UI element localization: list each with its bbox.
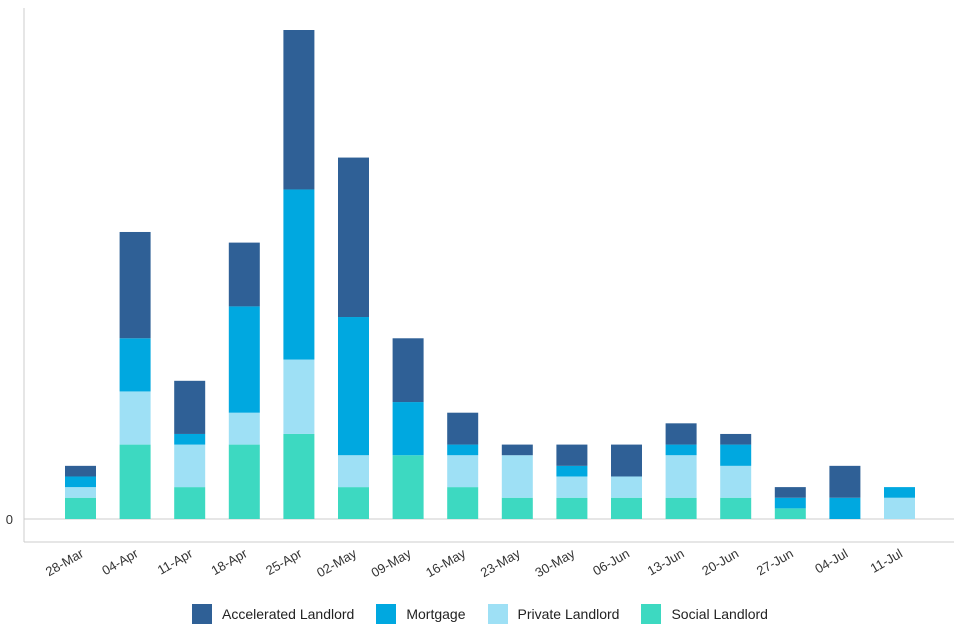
bar-mortgage-11-apr	[174, 433, 206, 445]
bar-mortgage-09-may	[392, 402, 424, 456]
bar-accelerated-landlord-06-jun	[611, 444, 642, 477]
bar-accelerated-landlord-02-may	[338, 157, 369, 318]
bar-social-landlord-06-jun	[611, 497, 642, 519]
bar-mortgage-04-jul	[829, 497, 861, 519]
x-tick-label: 18-Apr	[208, 545, 250, 578]
bar-social-landlord-16-may	[447, 487, 479, 519]
bar-private-landlord-04-apr	[119, 391, 151, 445]
legend-swatch	[641, 604, 662, 624]
bar-mortgage-27-jun	[774, 497, 806, 509]
bar-mortgage-20-jun	[720, 444, 752, 466]
bar-social-landlord-18-apr	[228, 444, 260, 519]
bar-social-landlord-11-apr	[174, 487, 206, 519]
x-tick-label: 16-May	[423, 545, 468, 580]
legend-label: Accelerated Landlord	[222, 606, 355, 622]
x-tick-label: 27-Jun	[754, 546, 796, 579]
bar-private-landlord-16-may	[447, 455, 479, 488]
legend-item: Mortgage	[376, 604, 466, 624]
bar-social-landlord-28-mar	[65, 497, 96, 519]
legend-swatch	[376, 604, 397, 624]
x-tick-label: 11-Jul	[868, 546, 905, 576]
bar-accelerated-landlord-30-may	[556, 444, 588, 466]
bar-mortgage-02-may	[338, 317, 369, 456]
x-tick-label: 02-May	[314, 545, 359, 580]
bar-private-landlord-28-mar	[65, 487, 96, 498]
bar-private-landlord-06-jun	[611, 476, 642, 498]
bar-private-landlord-13-jun	[665, 455, 697, 498]
stacked-bar-chart: 0 28-Mar 04-Apr 11-Apr 18-Apr 25-Apr 02-May 09-…	[6, 8, 954, 580]
bar-accelerated-landlord-28-mar	[65, 465, 96, 477]
bar-mortgage-25-apr	[283, 189, 315, 360]
legend-label: Private Landlord	[517, 606, 620, 622]
legend-label: Social Landlord	[671, 606, 768, 622]
x-tick-label: 20-Jun	[699, 546, 741, 579]
x-tick-label: 13-Jun	[645, 546, 687, 579]
bar-accelerated-landlord-04-apr	[119, 231, 151, 339]
bar-social-landlord-20-jun	[720, 497, 752, 519]
bar-accelerated-landlord-16-may	[447, 412, 479, 445]
bar-private-landlord-02-may	[338, 455, 369, 488]
bar-private-landlord-25-apr	[283, 359, 315, 434]
x-tick-label: 23-May	[478, 545, 523, 580]
bar-private-landlord-18-apr	[228, 412, 260, 445]
legend-label: Mortgage	[406, 606, 466, 622]
legend-item: Accelerated Landlord	[192, 604, 354, 624]
bar-accelerated-landlord-25-apr	[283, 30, 315, 190]
legend-swatch	[487, 604, 508, 624]
bar-accelerated-landlord-27-jun	[774, 487, 806, 498]
y-tick-label: 0	[6, 512, 13, 527]
bar-social-landlord-13-jun	[665, 497, 697, 519]
bar-social-landlord-02-may	[338, 487, 369, 519]
bar-accelerated-landlord-09-may	[392, 338, 424, 403]
bar-accelerated-landlord-18-apr	[228, 242, 260, 307]
bar-social-landlord-25-apr	[283, 433, 315, 519]
bar-mortgage-28-mar	[65, 476, 96, 488]
bar-private-landlord-11-jul	[884, 497, 915, 519]
bar-accelerated-landlord-20-jun	[720, 433, 752, 445]
x-tick-label: 28-Mar	[43, 545, 87, 579]
bar-mortgage-13-jun	[665, 444, 697, 456]
bar-private-landlord-23-may	[501, 455, 533, 498]
legend-swatch	[192, 604, 213, 624]
bar-mortgage-16-may	[447, 444, 479, 456]
x-tick-label: 04-Jul	[812, 546, 850, 577]
bar-accelerated-landlord-11-apr	[174, 380, 206, 434]
bar-social-landlord-04-apr	[119, 444, 151, 519]
legend-item: Social Landlord	[641, 604, 768, 624]
x-tick-label: 06-Jun	[590, 546, 632, 579]
bar-mortgage-30-may	[556, 465, 588, 477]
x-tick-label: 11-Apr	[155, 545, 196, 577]
x-tick-label: 09-May	[369, 545, 414, 580]
legend-item: Private Landlord	[487, 604, 620, 624]
legend: Accelerated Landlord Mortgage Private Land…	[0, 604, 960, 624]
x-tick-label: 30-May	[532, 545, 577, 580]
bar-private-landlord-20-jun	[720, 465, 752, 498]
bar-mortgage-18-apr	[228, 306, 260, 413]
bar-accelerated-landlord-13-jun	[665, 423, 697, 445]
bar-social-landlord-23-may	[501, 497, 533, 519]
bar-mortgage-11-jul	[884, 487, 915, 498]
x-tick-label: 25-Apr	[263, 545, 305, 578]
bar-mortgage-04-apr	[119, 338, 151, 392]
bar-social-landlord-30-may	[556, 497, 588, 519]
bar-private-landlord-11-apr	[174, 444, 206, 488]
x-tick-label: 04-Apr	[99, 545, 141, 578]
bar-private-landlord-30-may	[556, 476, 588, 498]
bar-accelerated-landlord-04-jul	[829, 465, 861, 498]
bar-accelerated-landlord-23-may	[501, 444, 533, 456]
bar-social-landlord-27-jun	[774, 508, 806, 519]
bar-social-landlord-09-may	[392, 455, 424, 519]
